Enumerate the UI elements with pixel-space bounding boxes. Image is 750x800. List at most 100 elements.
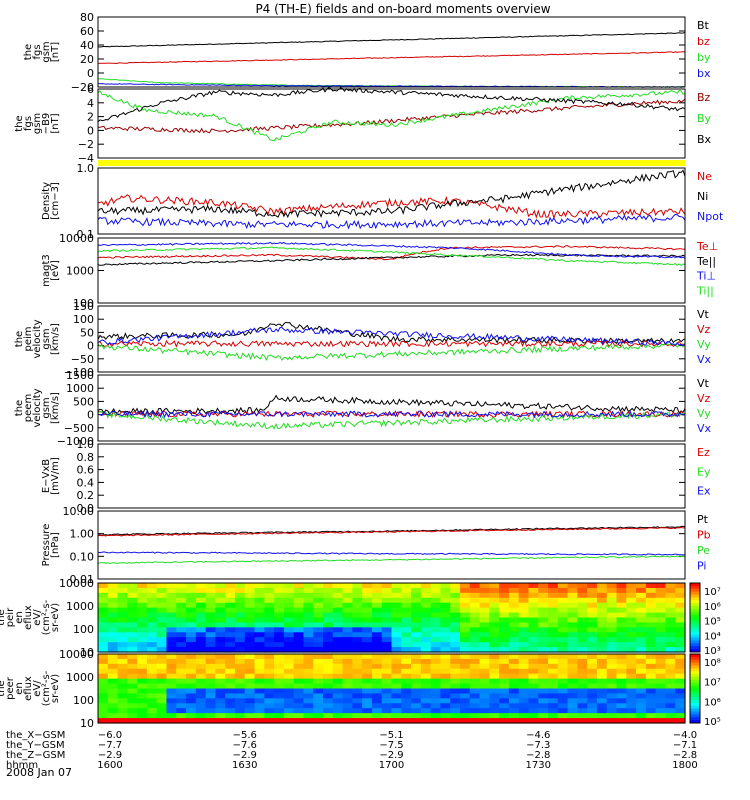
heatmap-cell [313,622,324,628]
heatmap-cell [508,632,520,638]
heatmap-cell [362,597,373,604]
heatmap-cell [479,587,490,594]
heatmap-cell [469,617,481,624]
heatmap-cell [264,583,275,589]
heatmap-cell [391,673,402,680]
colorbar-segment [690,702,700,707]
heatmap-cell [450,678,461,685]
heatmap-cell [234,663,246,670]
heatmap-cell [283,668,295,675]
legend-pe: Pe [697,544,710,557]
heatmap-cell [548,583,559,589]
heatmap-cell [117,718,128,724]
heatmap-cell [450,617,461,624]
heatmap-cell [254,678,265,685]
heatmap-cell [176,637,187,643]
heatmap-cell [636,612,647,619]
legend-by: By [697,112,712,125]
heatmap-cell [675,612,686,619]
heatmap-cell [205,658,216,665]
heatmap-cell [303,703,314,709]
heatmap-cell [362,647,373,653]
panel-frame [97,167,686,235]
heatmap-cell [391,683,402,690]
y-axis-label: peim [23,326,34,351]
heatmap-cell [587,658,598,665]
heatmap-cell [195,654,207,660]
heatmap-cell [176,683,187,690]
heatmap-cell [293,673,305,680]
colorbar-label: 10⁴ [704,631,721,642]
heatmap-cell [450,637,461,643]
colorbar-label: 10⁵ [704,617,721,628]
heatmap-cell [166,718,177,724]
heatmap-cell [655,597,667,604]
heatmap-cell [391,622,402,628]
heatmap-cell [636,617,647,624]
heatmap-cell [577,587,588,594]
heatmap-cell [274,683,285,690]
heatmap-cell [323,602,334,609]
heatmap-cell [528,683,539,690]
heatmap-cell [342,637,353,643]
heatmap-cell [577,612,588,619]
heatmap-cell [166,678,177,685]
heatmap-cell [293,642,305,648]
heatmap-cell [98,683,109,690]
y-tick-label: 0.01 [70,573,95,586]
heatmap-cell [98,597,109,604]
heatmap-cell [616,708,627,714]
heatmap-cell [538,617,549,624]
heatmap-cell [665,607,676,614]
heatmap-cell [215,602,226,609]
heatmap-cell [489,607,500,614]
colorbar-segment [690,691,700,695]
heatmap-cell [117,658,128,665]
heatmap-cell [636,592,647,599]
heatmap-cell [127,678,138,685]
x-tick-value: −5.1 [379,730,403,741]
heatmap-cell [440,647,451,653]
heatmap-cell [479,632,490,638]
heatmap-cell [440,592,451,599]
heatmap-cell [450,607,461,614]
heatmap-cell [205,654,216,660]
heatmap-cell [587,602,598,609]
heatmap-cell [538,713,549,719]
heatmap-cell [489,654,500,660]
heatmap-cell [459,622,471,628]
heatmap-cell [489,592,500,599]
legend-vy: Vy [697,407,711,420]
x-tick-value: 1800 [672,760,697,771]
heatmap-cell [362,627,373,633]
heatmap-cell [459,642,471,648]
y-tick-label: 0.0 [77,502,95,515]
heatmap-cell [127,602,138,609]
heatmap-cell [411,713,422,719]
heatmap-cell [117,607,128,614]
heatmap-cell [401,647,412,653]
heatmap-cell [645,703,657,709]
heatmap-cell [450,583,461,589]
heatmap-cell [98,583,109,589]
heatmap-cell [234,597,246,604]
heatmap-cell [244,658,256,665]
heatmap-cell [205,688,216,695]
heatmap-cell [137,658,148,665]
heatmap-cell [538,612,549,619]
heatmap-cell [166,673,177,680]
heatmap-cell [675,627,686,633]
heatmap-cell [411,698,422,704]
heatmap-cell [225,678,236,685]
heatmap-cell [411,703,422,709]
heatmap-cell [186,637,197,643]
heatmap-cell [567,663,578,670]
heatmap-cell [186,642,197,648]
heatmap-cell [283,663,295,670]
legend-by: by [697,51,711,64]
heatmap-cell [371,607,383,614]
heatmap-cell [195,592,207,599]
heatmap-cell [352,583,363,589]
heatmap-cell [567,602,578,609]
